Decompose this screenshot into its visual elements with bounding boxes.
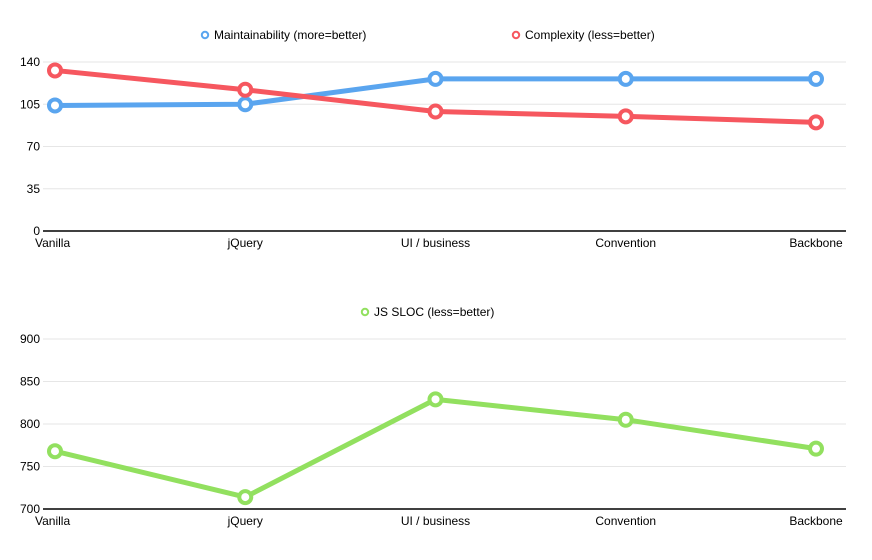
y-tick-label: 0 [33,224,40,238]
data-point [808,114,824,131]
legend-label: Maintainability (more=better) [214,28,366,42]
x-tick-label: jQuery [227,514,263,528]
data-point [237,81,254,98]
x-tick-label: jQuery [227,236,263,250]
y-tick-label: 700 [20,502,40,516]
chart-panel-1: 0 35 70 105 140 Vanilla jQuery UI / business Con… [20,28,846,250]
y-tick-label: 105 [20,97,40,111]
y-tick-label: 750 [20,460,40,474]
data-point [427,103,444,120]
legend-label: JS SLOC (less=better) [374,305,494,319]
data-point [808,440,824,457]
data-point [427,70,444,87]
data-point [47,97,63,114]
data-point [427,391,444,408]
x-tick-label: UI / business [401,514,470,528]
series-line [52,396,819,500]
legend-marker [200,30,210,40]
legend-label: Complexity (less=better) [525,28,655,42]
y-tick-label: 900 [20,332,40,346]
x-tick-label: Vanilla [35,514,70,528]
y-tick-label: 140 [20,55,40,69]
data-point [237,489,254,506]
legend-marker [511,30,521,40]
y-tick-label: 70 [27,140,41,154]
x-tick-label: Convention [595,514,656,528]
data-point [47,443,63,460]
data-point [617,108,634,125]
data-point [47,62,63,79]
data-point [617,411,634,428]
x-tick-label: UI / business [401,236,470,250]
x-tick-label: Backbone [789,514,843,528]
data-point [237,96,254,113]
y-tick-label: 35 [27,182,41,196]
y-tick-label: 800 [20,417,40,431]
y-tick-label: 850 [20,375,40,389]
x-tick-label: Backbone [789,236,843,250]
legend-marker [360,307,370,317]
data-point [808,70,824,87]
data-point [617,70,634,87]
chart-panel-2: 700 750 800 850 900 Vanilla jQuery UI / busines… [20,305,846,528]
x-tick-label: Vanilla [35,236,70,250]
x-tick-label: Convention [595,236,656,250]
